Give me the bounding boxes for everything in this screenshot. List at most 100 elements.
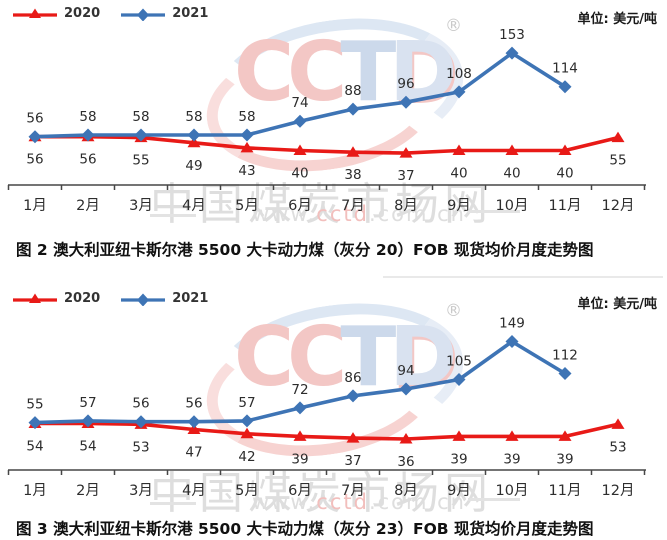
value-label: 55: [132, 153, 149, 169]
x-tick-label: 2月: [76, 198, 100, 214]
watermark-dash: [468, 210, 520, 213]
value-label: 58: [238, 109, 255, 125]
watermark-dash: [150, 502, 196, 505]
watermark-dash-line: [383, 276, 663, 278]
value-label: 38: [344, 167, 361, 183]
value-label: 56: [79, 152, 96, 168]
diamond-marker: [399, 382, 413, 396]
value-label: 94: [397, 363, 414, 379]
blue-diamond-line-icon: [121, 8, 166, 21]
value-label: 58: [132, 109, 149, 125]
url-www: www.: [252, 490, 317, 514]
x-tick-label: 6月: [288, 198, 312, 214]
value-label: 39: [291, 451, 308, 467]
value-label: 43: [238, 163, 255, 179]
cctd-letters-watermark: CCTD: [234, 317, 457, 399]
value-label: 54: [79, 439, 96, 455]
red-triangle-line-icon: [13, 8, 57, 18]
triangle-marker: [399, 432, 413, 444]
logo-cc: CC: [234, 310, 347, 405]
legend-label-2021: 2021: [172, 6, 209, 21]
x-axis: [7, 469, 646, 475]
diamond-marker: [452, 85, 466, 99]
diamond-marker: [28, 416, 42, 430]
triangle-marker: [558, 144, 572, 156]
value-label: 56: [26, 152, 43, 168]
unit-label: 单位: 美元/吨: [577, 297, 657, 312]
value-label: 74: [291, 95, 308, 111]
cctd-logo-watermark: CCTD ®: [198, 3, 473, 186]
x-tick-label: 9月: [447, 483, 471, 499]
x-tick-label: 2月: [76, 483, 100, 499]
url-cctd: cctd: [316, 202, 369, 226]
value-label: 54: [26, 439, 43, 455]
triangle-marker: [558, 430, 572, 441]
value-label: 149: [499, 316, 525, 332]
figure-3-line-chart: 1月 2月 3月 4月 5月 6月 7月 8月 9月 10月 11月 12月 54 54 53 47 42 39 3…: [7, 316, 646, 499]
legend: 2020 2021: [12, 6, 208, 21]
logo-cc: CC: [234, 25, 347, 120]
value-label: 53: [609, 439, 626, 455]
value-label: 57: [238, 395, 255, 411]
x-tick-label: 5月: [235, 483, 259, 499]
triangle-marker: [293, 430, 307, 441]
site-name-watermark: 中国煤炭市场网: [150, 468, 493, 519]
value-label: 56: [26, 111, 43, 127]
x-tick-label: 12月: [602, 483, 635, 499]
watermark-dash: [468, 498, 520, 501]
diamond-marker: [346, 389, 360, 403]
legend-item-2021: 2021: [120, 291, 208, 306]
value-label: 39: [503, 451, 520, 467]
legend-label-2021: 2021: [172, 291, 209, 306]
cctd-letters-watermark: CCTD: [234, 32, 457, 114]
value-label: 58: [185, 109, 202, 125]
x-axis: [7, 184, 646, 190]
x-tick-label: 10月: [496, 483, 529, 499]
value-label: 112: [552, 348, 578, 364]
x-tick-label: 1月: [23, 198, 47, 214]
x-tick-label: 3月: [129, 483, 153, 499]
value-label: 40: [503, 166, 520, 182]
diamond-marker: [187, 128, 201, 142]
value-label: 55: [609, 153, 626, 169]
value-label: 96: [397, 76, 414, 92]
figure-3-caption: 图 3 澳大利亚纽卡斯尔港 5500 大卡动力煤（灰分 23）FOB 现货均价月…: [16, 520, 594, 538]
x-tick-label: 3月: [129, 198, 153, 214]
x-tick-label: 8月: [394, 198, 418, 214]
triangle-marker: [505, 430, 519, 441]
x-tick-label: 11月: [549, 198, 582, 214]
value-label: 40: [556, 166, 573, 182]
site-url-watermark: www.cctd.com.cn: [252, 202, 466, 226]
diamond-marker: [346, 102, 360, 116]
value-label: 105: [446, 354, 472, 370]
x-tick-label: 11月: [549, 483, 582, 499]
unit-label: 单位: 美元/吨: [577, 12, 657, 27]
registered-mark-icon: ®: [445, 16, 462, 36]
logo-t: T: [340, 310, 396, 405]
value-label: 37: [344, 453, 361, 469]
url-www: www.: [252, 202, 317, 226]
legend-item-2021: 2021: [120, 6, 208, 21]
logo-t: T: [340, 25, 396, 120]
diamond-marker: [293, 401, 307, 415]
triangle-marker: [399, 147, 413, 158]
red-triangle-line-icon: [13, 293, 57, 303]
value-label: 56: [185, 396, 202, 412]
triangle-marker: [187, 136, 201, 148]
triangle-marker: [187, 423, 201, 434]
value-label: 47: [185, 445, 202, 461]
figure-2-caption: 图 2 澳大利亚纽卡斯尔港 5500 大卡动力煤（灰分 20）FOB 现货均价月…: [16, 241, 594, 259]
value-label: 36: [397, 454, 414, 470]
value-label: 37: [397, 168, 414, 184]
watermark-dash: [150, 214, 196, 217]
triangle-marker: [611, 131, 625, 143]
site-url-watermark: www.cctd.com.cn: [252, 490, 466, 514]
x-tick-label: 7月: [341, 198, 365, 214]
triangle-marker: [240, 427, 254, 439]
diamond-marker: [240, 414, 254, 428]
value-label: 153: [499, 27, 525, 43]
diamond-marker: [28, 130, 42, 144]
value-label: 39: [450, 451, 467, 467]
x-tick-label: 6月: [288, 483, 312, 499]
value-label: 108: [446, 66, 472, 82]
